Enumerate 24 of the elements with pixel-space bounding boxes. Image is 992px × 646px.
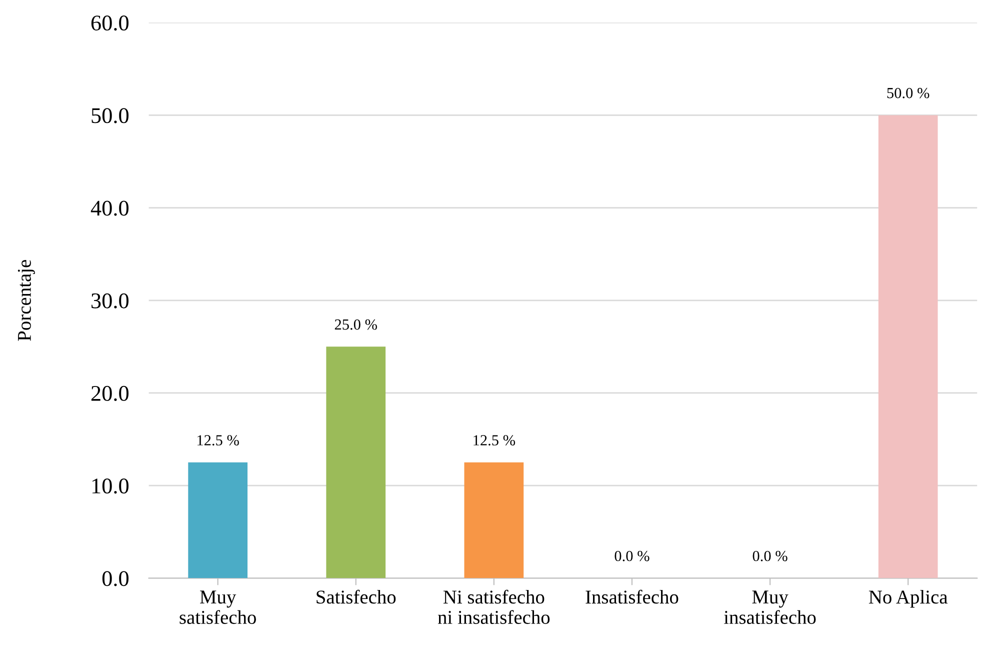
x-tick-label: Insatisfecho	[586, 590, 678, 604]
y-tick-label: 60.0	[91, 16, 129, 31]
bar	[464, 462, 524, 578]
x-tick-label: Satisfecho	[316, 590, 396, 604]
y-tick-label: 10.0	[92, 478, 129, 494]
data-label: 0.0 %	[614, 550, 650, 562]
x-tick-label: Muy satisfecho	[180, 590, 256, 624]
x-tick-label: Ni satisfecho ni insatisfecho	[438, 590, 550, 624]
data-label: 12.5 %	[198, 435, 239, 446]
data-label: 12.5 %	[474, 435, 516, 446]
y-tick-label: 30.0	[92, 293, 129, 308]
data-label: 25.0 %	[334, 319, 377, 330]
bar	[878, 115, 938, 578]
y-tick-label: 20.0	[91, 386, 129, 402]
x-tick-label: Muy insatisfecho	[724, 590, 816, 624]
y-axis-title: Porcentaje	[18, 260, 35, 341]
x-tick-label: No Aplica	[868, 590, 948, 608]
y-tick-label: 40.0	[90, 200, 129, 216]
bar	[326, 346, 386, 578]
bar	[188, 462, 248, 578]
y-tick-label: 0.0	[102, 571, 129, 586]
data-label: 50.0 %	[887, 88, 930, 98]
y-tick-label: 50.0	[92, 108, 129, 124]
data-label: 0.0 %	[752, 550, 788, 562]
